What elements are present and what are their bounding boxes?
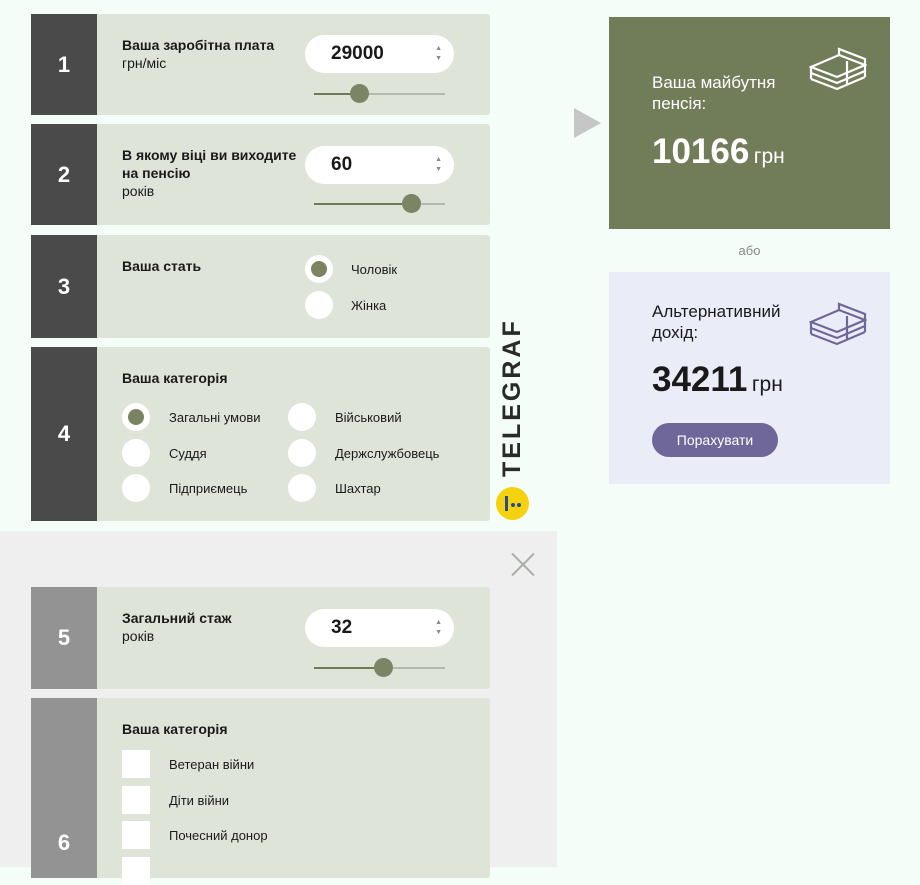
or-label: або (738, 243, 761, 258)
category-label: Ваша категорія (122, 370, 228, 386)
privilege-category-label: Ваша категорія (122, 721, 228, 737)
step-number: 4 (31, 347, 97, 521)
salary-card: 1 Ваша заробітна плата грн/міс 29000 ▲ ▼ (31, 14, 490, 115)
experience-slider[interactable] (314, 658, 445, 677)
step-number: 6 (31, 698, 97, 878)
pension-value: 10166 грн (652, 132, 785, 171)
slider-thumb[interactable] (374, 658, 394, 677)
category-card: 4 Ваша категорія Загальні умови Суддя Пі… (31, 347, 490, 521)
money-stack-icon (809, 47, 867, 91)
step-number: 2 (31, 124, 97, 225)
radio-male[interactable] (305, 255, 333, 283)
pension-label: Ваша майбутня пенсія: (652, 73, 776, 113)
logo-circle-icon (496, 487, 529, 520)
spinner-arrows-icon[interactable]: ▲ ▼ (435, 45, 442, 62)
radio-label: Суддя (169, 446, 207, 461)
alternative-label: Альтернативний дохід: (652, 302, 781, 342)
checkbox-honorary-donor[interactable] (122, 821, 150, 849)
step-number: 1 (31, 14, 97, 115)
radio-label: Підприємець (169, 481, 248, 496)
salary-slider[interactable] (314, 84, 445, 103)
checkbox-label: Почесний донор (169, 828, 268, 843)
spinner-arrows-icon[interactable]: ▲ ▼ (435, 156, 442, 173)
checkbox[interactable] (122, 857, 150, 885)
experience-label: Загальний стаж років (122, 610, 232, 644)
radio-general[interactable] (122, 403, 150, 431)
alternative-income-box: Альтернативний дохід: 34211 грн Порахува… (609, 272, 890, 484)
arrow-right-icon (574, 108, 601, 138)
close-icon[interactable] (510, 552, 535, 577)
retirement-age-input[interactable]: 60 ▲ ▼ (305, 146, 454, 184)
gender-label: Ваша стать (122, 258, 202, 274)
radio-civil-servant[interactable] (288, 439, 316, 467)
salary-input[interactable]: 29000 ▲ ▼ (305, 35, 454, 73)
radio-label: Шахтар (335, 481, 381, 496)
pension-result-box: Ваша майбутня пенсія: 10166 грн (609, 17, 890, 229)
step-number: 5 (31, 587, 97, 689)
money-stack-icon (809, 302, 867, 346)
radio-female[interactable] (305, 291, 333, 319)
checkbox-war-children[interactable] (122, 786, 150, 814)
step-number: 3 (31, 235, 97, 338)
spinner-arrows-icon[interactable]: ▲ ▼ (435, 619, 442, 636)
radio-judge[interactable] (122, 439, 150, 467)
radio-military[interactable] (288, 403, 316, 431)
checkbox-label: Ветеран війни (169, 757, 255, 772)
checkbox-war-veteran[interactable] (122, 750, 150, 778)
radio-entrepreneur[interactable] (122, 474, 150, 502)
salary-label: Ваша заробітна плата грн/міс (122, 37, 275, 71)
telegraf-logo: TELEGRAF (494, 318, 530, 523)
radio-miner[interactable] (288, 474, 316, 502)
calculate-button[interactable]: Порахувати (652, 423, 778, 457)
experience-input[interactable]: 32 ▲ ▼ (305, 609, 454, 647)
retirement-age-card: 2 В якому віці ви виходите на пенсію рокі… (31, 124, 490, 225)
checkbox-label: Діти війни (169, 793, 230, 808)
slider-thumb[interactable] (401, 194, 421, 213)
privilege-category-card: 6 Ваша категорія Ветеран війни Діти війн… (31, 698, 490, 885)
slider-thumb[interactable] (349, 84, 369, 103)
alternative-value: 34211 грн (652, 360, 783, 399)
radio-label: Загальні умови (169, 410, 261, 425)
radio-label: Військовий (335, 410, 402, 425)
radio-label: Чоловік (351, 262, 398, 277)
retirement-age-slider[interactable] (314, 194, 445, 213)
retirement-age-label: В якому віці ви виходите на пенсію років (122, 147, 297, 199)
gender-card: 3 Ваша стать Чоловік Жінка (31, 235, 490, 338)
radio-label: Держслужбовець (335, 446, 440, 461)
radio-label: Жінка (351, 298, 387, 313)
experience-card: 5 Загальний стаж років 32 ▲ ▼ (31, 587, 490, 689)
logo-text: TELEGRAF (498, 318, 526, 477)
